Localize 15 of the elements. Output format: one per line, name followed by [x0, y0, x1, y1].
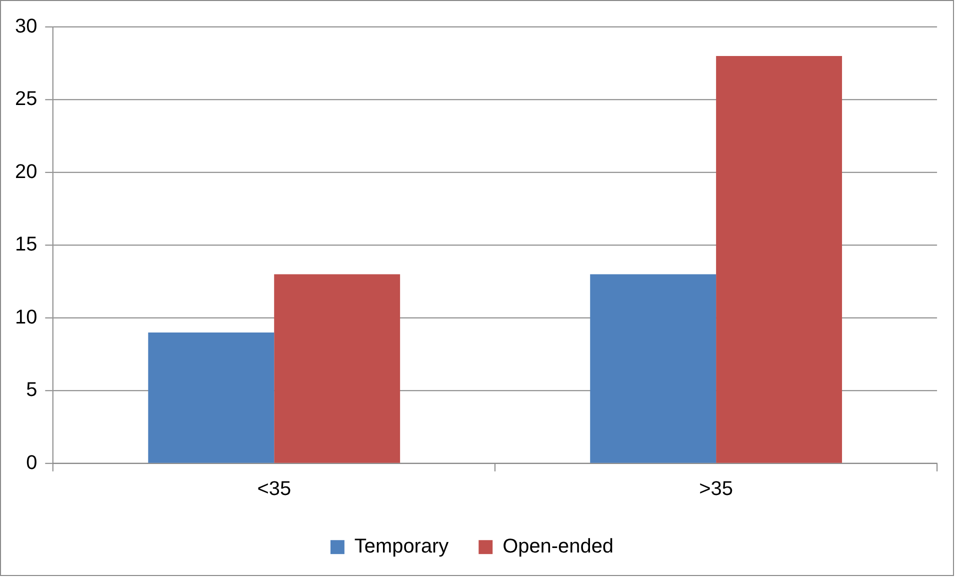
bar [590, 274, 716, 463]
y-tick-label: 0 [26, 452, 38, 474]
bar [148, 332, 274, 463]
x-tick-label: >35 [699, 478, 733, 500]
legend-label: Temporary [354, 536, 449, 558]
bar [716, 56, 842, 463]
y-tick-label: 10 [14, 306, 38, 328]
y-tick-label: 5 [26, 379, 38, 402]
y-tick-label: 15 [14, 234, 38, 256]
bar [274, 274, 400, 463]
y-tick-label: 25 [14, 88, 38, 110]
x-tick-label: <35 [257, 478, 292, 500]
y-tick-label: 20 [14, 160, 38, 183]
legend-label: Open-ended [502, 536, 614, 558]
y-tick-label: 30 [14, 15, 38, 38]
